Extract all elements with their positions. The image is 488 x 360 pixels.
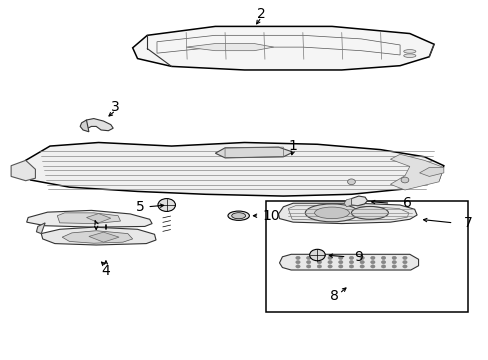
Circle shape [338,256,342,260]
Polygon shape [11,160,35,181]
Circle shape [402,256,407,260]
Circle shape [295,261,300,264]
Circle shape [370,256,374,260]
Text: 4: 4 [102,264,110,278]
Ellipse shape [314,207,349,219]
Circle shape [400,177,408,183]
Bar [266,202,467,312]
Polygon shape [132,26,433,70]
Polygon shape [80,120,89,132]
Polygon shape [41,227,156,245]
Polygon shape [279,254,418,270]
Circle shape [348,261,353,264]
Circle shape [359,261,364,264]
Text: 10: 10 [262,209,280,223]
Ellipse shape [305,204,358,222]
Polygon shape [351,196,367,206]
Circle shape [306,261,310,264]
Text: 7: 7 [463,216,471,230]
Ellipse shape [351,206,387,219]
Ellipse shape [231,213,245,219]
Ellipse shape [403,54,415,58]
Ellipse shape [227,211,249,220]
Polygon shape [36,223,45,234]
Circle shape [402,261,407,264]
Circle shape [370,261,374,264]
Circle shape [370,265,374,268]
Polygon shape [27,210,152,227]
Circle shape [381,265,385,268]
Circle shape [306,256,310,260]
Circle shape [391,265,396,268]
Polygon shape [86,213,111,223]
Polygon shape [389,154,443,190]
Text: 3: 3 [111,100,120,114]
Text: 2: 2 [257,7,265,21]
Circle shape [348,256,353,260]
Circle shape [317,265,321,268]
Circle shape [391,256,396,260]
Polygon shape [278,203,416,224]
Circle shape [295,265,300,268]
Circle shape [327,261,331,264]
Polygon shape [419,167,443,176]
Circle shape [359,265,364,268]
Circle shape [402,265,407,268]
Polygon shape [89,232,119,242]
Circle shape [306,265,310,268]
Polygon shape [62,231,132,243]
Text: 6: 6 [402,196,411,210]
Text: 5: 5 [135,200,144,214]
Polygon shape [215,147,292,158]
Polygon shape [85,118,113,131]
Text: 8: 8 [329,289,338,303]
Circle shape [338,261,342,264]
Text: 1: 1 [288,139,297,153]
Circle shape [295,256,300,260]
Polygon shape [186,44,273,51]
Text: 9: 9 [354,250,363,264]
Polygon shape [344,199,351,207]
Circle shape [338,265,342,268]
Circle shape [317,261,321,264]
Circle shape [309,249,325,261]
Circle shape [391,261,396,264]
Circle shape [327,265,331,268]
Circle shape [381,261,385,264]
Circle shape [359,256,364,260]
Polygon shape [26,143,443,196]
Circle shape [158,199,175,211]
Ellipse shape [403,50,415,53]
Circle shape [317,256,321,260]
Polygon shape [57,213,120,224]
Circle shape [347,179,355,185]
Circle shape [327,256,331,260]
Circle shape [381,256,385,260]
Circle shape [348,265,353,268]
